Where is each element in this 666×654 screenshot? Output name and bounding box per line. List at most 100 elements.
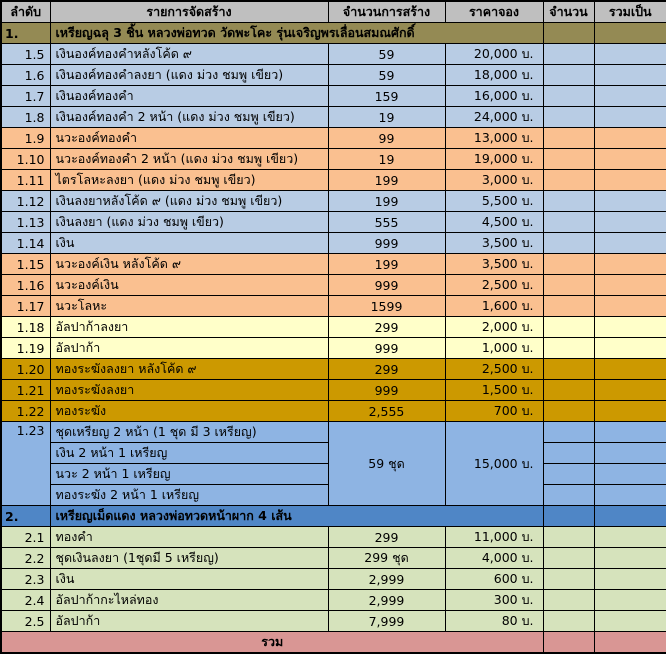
cell-amount bbox=[542, 610, 595, 632]
cell-amount bbox=[542, 64, 595, 86]
cell-item: ทองระฆัง bbox=[49, 400, 329, 422]
cell-amount bbox=[542, 22, 595, 44]
cell-item: นวะองค์ทองคำ 2 หน้า (แดง ม่วง ชมพู เขียว… bbox=[49, 148, 329, 170]
cell-total bbox=[593, 295, 666, 317]
cell-item: อัลปาก้า bbox=[49, 337, 329, 359]
cell-price: 16,000 บ. bbox=[444, 85, 544, 107]
cell-no: 2.3 bbox=[0, 568, 51, 590]
cell-qty: 99 bbox=[327, 127, 446, 149]
cell-total bbox=[593, 253, 666, 275]
cell-section-no: 1. bbox=[0, 22, 51, 44]
cell-total bbox=[593, 85, 666, 107]
cell-no: 2.1 bbox=[0, 526, 51, 548]
cell-qty: 159 bbox=[327, 85, 446, 107]
cell-amount bbox=[542, 505, 595, 527]
cell-amount bbox=[542, 190, 595, 212]
cell-item: ไตรโลหะลงยา (แดง ม่วง ชมพู เขียว) bbox=[49, 169, 329, 191]
cell-price: 13,000 บ. bbox=[444, 127, 544, 149]
cell-amount bbox=[542, 358, 595, 380]
cell-total bbox=[593, 337, 666, 359]
cell-no: 1.23 bbox=[0, 421, 51, 506]
table-row: 1.15 นวะองค์เงิน หลังโค้ด ๙ 199 3,500 บ. bbox=[0, 253, 666, 275]
cell-qty: 999 bbox=[327, 274, 446, 296]
cell-amount bbox=[542, 547, 595, 569]
cell-no: 1.6 bbox=[0, 64, 51, 86]
cell-price: 15,000 บ. bbox=[444, 421, 544, 506]
table-header-row: ลำดับ รายการจัดสร้าง จำนวนการสร้าง ราคาจ… bbox=[0, 0, 666, 23]
cell-no: 2.2 bbox=[0, 547, 51, 569]
cell-qty: 199 bbox=[327, 169, 446, 191]
cell-total bbox=[593, 400, 666, 422]
cell-price: 24,000 บ. bbox=[444, 106, 544, 128]
cell-total bbox=[593, 463, 666, 485]
cell-qty: 555 bbox=[327, 211, 446, 233]
table-row: 2.2 ชุดเงินลงยา (1ชุดมี 5 เหรียญ) 299 ชุ… bbox=[0, 547, 666, 569]
cell-total bbox=[593, 22, 666, 44]
cell-total-label: รวม bbox=[0, 631, 544, 654]
cell-amount bbox=[542, 274, 595, 296]
cell-total bbox=[593, 190, 666, 212]
cell-price: 19,000 บ. bbox=[444, 148, 544, 170]
cell-total bbox=[593, 358, 666, 380]
cell-amount bbox=[542, 337, 595, 359]
cell-total bbox=[593, 232, 666, 254]
table-row: 2.1 ทองคำ 299 11,000 บ. bbox=[0, 526, 666, 548]
cell-amount bbox=[542, 211, 595, 233]
cell-item: เงินองค์ทองคำหลังโค้ด ๙ bbox=[49, 43, 329, 65]
table-row: 1.20 ทองระฆังลงยา หลังโค้ด ๙ 299 2,500 บ… bbox=[0, 358, 666, 380]
table-row: 1.11 ไตรโลหะลงยา (แดง ม่วง ชมพู เขียว) 1… bbox=[0, 169, 666, 191]
cell-price: 5,500 บ. bbox=[444, 190, 544, 212]
cell-section-title: เหรียญฉลุ 3 ชิ้น หลวงพ่อทวด วัดพะโคะ รุ่… bbox=[49, 22, 544, 44]
cell-amount bbox=[542, 400, 595, 422]
table-row: 1.16 นวะองค์เงิน 999 2,500 บ. bbox=[0, 274, 666, 296]
table-row: 1.10 นวะองค์ทองคำ 2 หน้า (แดง ม่วง ชมพู … bbox=[0, 148, 666, 170]
cell-item: เงิน 2 หน้า 1 เหรียญ bbox=[49, 442, 329, 464]
cell-item: ชุดเงินลงยา (1ชุดมี 5 เหรียญ) bbox=[49, 547, 329, 569]
cell-item: นวะองค์เงิน หลังโค้ด ๙ bbox=[49, 253, 329, 275]
cell-qty: 19 bbox=[327, 106, 446, 128]
cell-no: 1.19 bbox=[0, 337, 51, 359]
table-row: 1.18 อัลปาก้าลงยา 299 2,000 บ. bbox=[0, 316, 666, 338]
cell-total bbox=[593, 589, 666, 611]
cell-price: 18,000 บ. bbox=[444, 64, 544, 86]
cell-total bbox=[593, 568, 666, 590]
cell-item: นวะโลหะ bbox=[49, 295, 329, 317]
cell-total bbox=[593, 421, 666, 443]
cell-no: 1.21 bbox=[0, 379, 51, 401]
cell-section-title: เหรียญเม็ดแดง หลวงพ่อทวดหน้าผาก 4 เส้น bbox=[49, 505, 544, 527]
cell-amount bbox=[542, 232, 595, 254]
cell-total bbox=[593, 547, 666, 569]
cell-amount bbox=[542, 106, 595, 128]
cell-price: 2,500 บ. bbox=[444, 274, 544, 296]
cell-total bbox=[593, 106, 666, 128]
cell-amount bbox=[542, 295, 595, 317]
cell-price: 1,600 บ. bbox=[444, 295, 544, 317]
cell-total bbox=[593, 379, 666, 401]
cell-total bbox=[593, 211, 666, 233]
cell-amount bbox=[542, 568, 595, 590]
cell-amount bbox=[542, 631, 595, 654]
cell-price: 4,500 บ. bbox=[444, 211, 544, 233]
set-row: เงิน 2 หน้า 1 เหรียญ bbox=[1, 442, 666, 464]
cell-amount bbox=[542, 589, 595, 611]
cell-item: เงินองค์ทองคำลงยา (แดง ม่วง ชมพู เขียว) bbox=[49, 64, 329, 86]
cell-no: 1.16 bbox=[0, 274, 51, 296]
cell-qty: 59 bbox=[327, 64, 446, 86]
cell-item: เงินลงยา (แดง ม่วง ชมพู เขียว) bbox=[49, 211, 329, 233]
cell-item: อัลปาก้า bbox=[49, 610, 329, 632]
col-header-price: ราคาจอง bbox=[444, 0, 544, 23]
cell-no: 1.7 bbox=[0, 85, 51, 107]
cell-no: 1.22 bbox=[0, 400, 51, 422]
cell-price: 20,000 บ. bbox=[444, 43, 544, 65]
col-header-amount: จำนวน bbox=[542, 0, 595, 23]
cell-price: 700 บ. bbox=[444, 400, 544, 422]
cell-qty: 999 bbox=[327, 379, 446, 401]
cell-no: 1.20 bbox=[0, 358, 51, 380]
cell-qty: 999 bbox=[327, 337, 446, 359]
set-row: นวะ 2 หน้า 1 เหรียญ bbox=[1, 463, 666, 485]
cell-item: นวะ 2 หน้า 1 เหรียญ bbox=[49, 463, 329, 485]
cell-item: เงิน bbox=[49, 232, 329, 254]
cell-total bbox=[593, 505, 666, 527]
cell-total bbox=[593, 526, 666, 548]
